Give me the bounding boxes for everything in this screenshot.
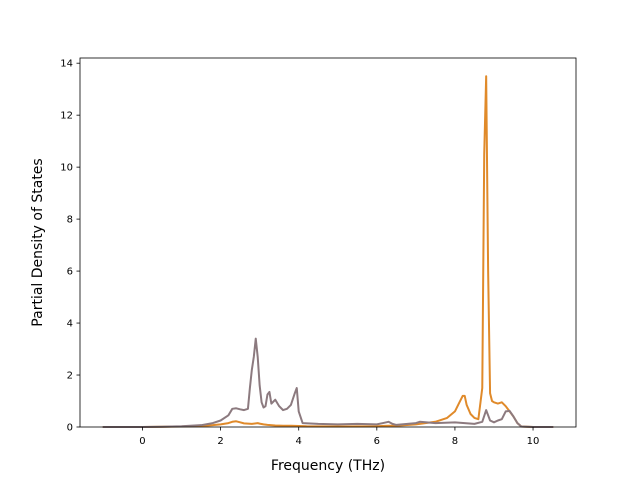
x-tick-label: 10: [527, 436, 540, 447]
x-tick-label: 8: [452, 436, 458, 447]
series-layer: [102, 75, 554, 428]
series-line-1: [102, 75, 554, 428]
y-tick-label: 4: [67, 319, 73, 330]
y-tick-label: 10: [60, 163, 73, 174]
x-tick-label: 0: [139, 436, 145, 447]
y-tick-label: 0: [67, 423, 73, 434]
plot-area: 0 2 4 6 8 10 0 2 4 6 8 10 12 14: [60, 57, 577, 447]
x-tick-label: 2: [217, 436, 223, 447]
axes-frame: [79, 57, 577, 428]
series-line-2: [102, 337, 554, 428]
y-tick-label: 12: [60, 111, 73, 122]
y-tick-label: 8: [67, 215, 73, 226]
y-tick-label: 14: [60, 59, 73, 70]
x-tick-label: 6: [374, 436, 380, 447]
y-axis-ticks: 0 2 4 6 8 10 12 14: [60, 59, 80, 434]
y-tick-label: 6: [67, 267, 73, 278]
x-axis-label: Frequency (THz): [271, 458, 385, 474]
y-tick-label: 2: [67, 371, 73, 382]
y-axis-label: Partial Density of States: [30, 158, 46, 326]
x-axis-ticks: 0 2 4 6 8 10: [139, 427, 539, 447]
x-tick-label: 4: [296, 436, 302, 447]
